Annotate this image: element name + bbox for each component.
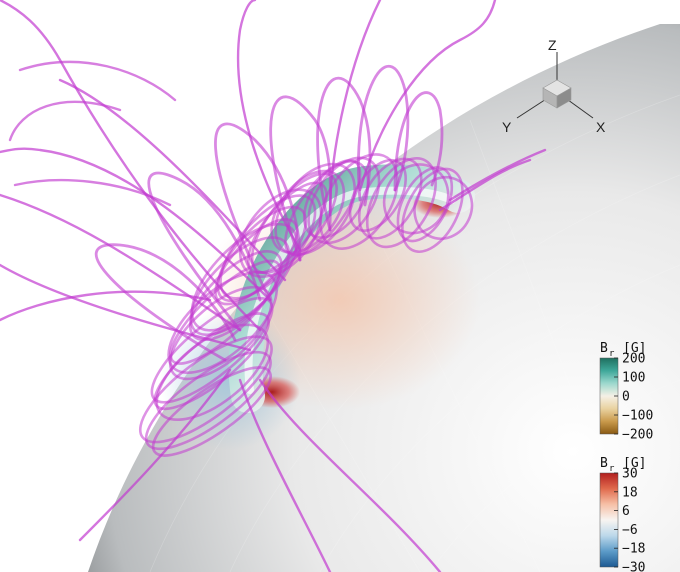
colorbar-tick-label: −200	[622, 428, 653, 443]
field-line	[238, 378, 332, 572]
colorbar-bottom-quantity: B	[600, 456, 608, 471]
orientation-cube-icon	[542, 79, 572, 109]
field-line-loop	[401, 167, 464, 253]
colorbar-tick-label: 6	[622, 504, 630, 519]
field-line	[0, 263, 252, 352]
colorbar-tick-label: 100	[622, 371, 645, 386]
field-line-loop	[319, 153, 399, 250]
field-line-loop	[144, 350, 272, 451]
field-line	[214, 122, 302, 302]
axis-z-label: Z	[548, 37, 557, 53]
colorbar-bottom-subscript: r	[609, 464, 615, 474]
field-line	[0, 147, 272, 302]
axis-x-label: X	[596, 119, 606, 135]
colorbar-top-subscript: r	[609, 349, 615, 359]
colorbar-tick-label: 200	[622, 352, 645, 367]
field-line	[236, 0, 302, 252]
field-line	[258, 378, 442, 572]
colorbar-tick-label: 30	[622, 467, 638, 482]
field-line	[147, 171, 262, 332]
field-line-loop	[138, 335, 273, 444]
field-line	[58, 78, 287, 282]
colorbar-br-weak: B r [G] 30 18 6 −6 −18 −30	[599, 456, 646, 572]
colorbar-top-unit: [G]	[623, 341, 646, 356]
field-line-loop	[168, 285, 273, 381]
colorbar-br-strong: B r [G] 200 100 0 −100 −200	[599, 341, 653, 443]
field-line	[358, 0, 497, 192]
colorbar-top-quantity: B	[600, 341, 608, 356]
field-line	[438, 158, 532, 212]
field-line	[328, 0, 382, 217]
colorbar-bottom-unit: [G]	[623, 456, 646, 471]
colorbar-tick-label: −18	[622, 542, 645, 557]
colorbar-tick-label: −30	[622, 561, 645, 572]
orientation-axes: Z Y X	[502, 37, 606, 135]
field-line-loop	[413, 175, 474, 240]
colorbar-tick-label: 0	[622, 390, 630, 405]
field-line	[0, 193, 242, 332]
field-line	[0, 290, 212, 322]
field-line	[18, 60, 177, 102]
colorbar-tick-label: −100	[622, 409, 653, 424]
field-line	[0, 0, 262, 332]
colorbar-bottom-gradient	[599, 472, 619, 568]
colorbar-tick-label: 18	[622, 485, 638, 500]
field-line	[78, 368, 232, 542]
axis-y-label: Y	[502, 119, 512, 135]
field-line	[448, 148, 547, 202]
field-line	[393, 91, 444, 192]
field-line	[13, 178, 172, 207]
magnetic-field-lines	[0, 0, 547, 572]
field-line-loop	[365, 157, 437, 249]
field-line	[8, 100, 122, 142]
field-line	[357, 65, 410, 202]
colorbar-tick-label: −6	[622, 523, 638, 538]
